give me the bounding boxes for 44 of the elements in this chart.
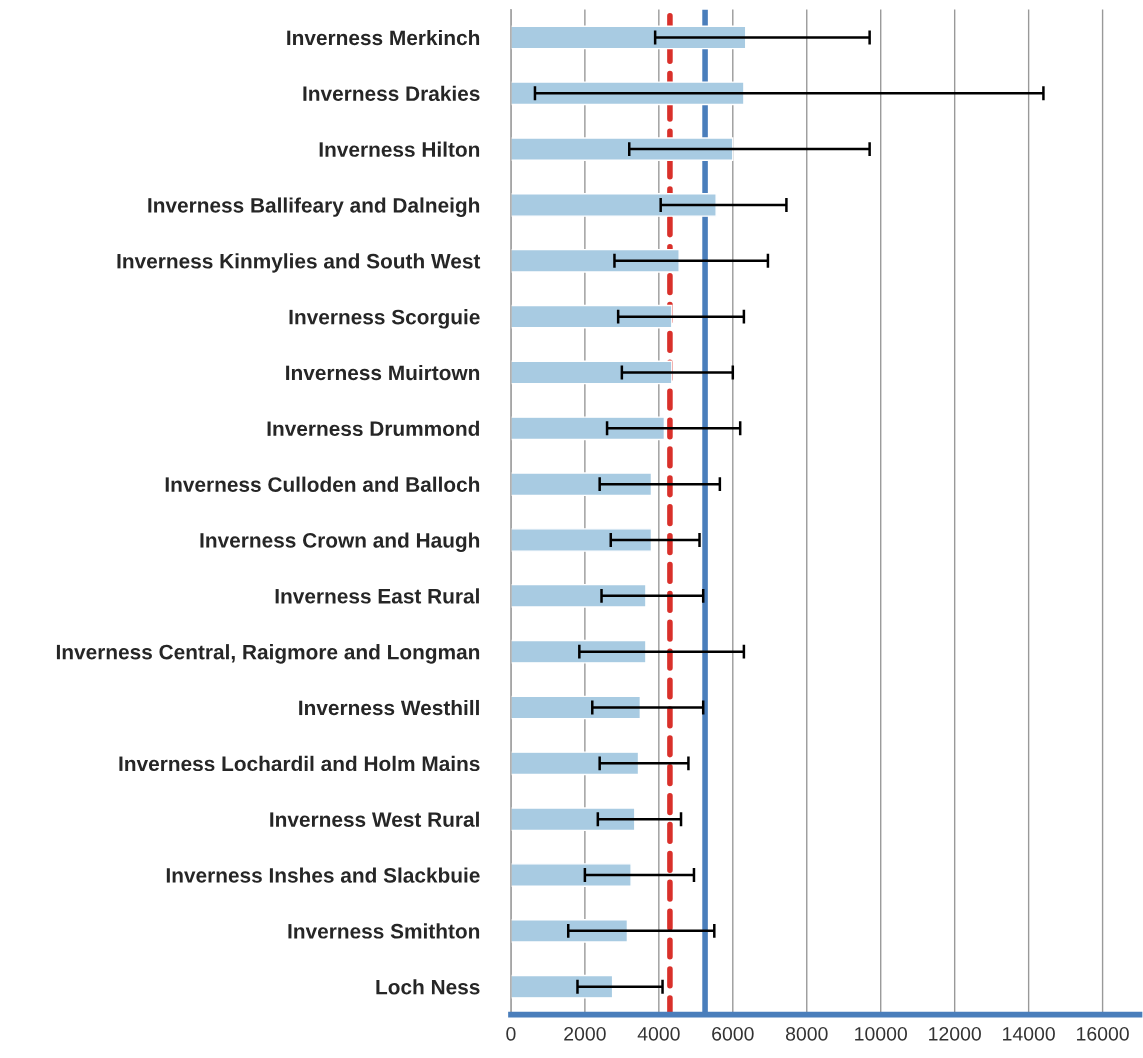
bar — [510, 137, 734, 161]
bar — [510, 25, 747, 50]
y-tick-label: Inverness Smithton — [288, 923, 480, 939]
y-tick-label: Inverness Merkinch — [287, 29, 480, 46]
bar — [510, 583, 647, 608]
x-tick-label: 12000 — [929, 1026, 981, 1041]
bar — [510, 248, 680, 273]
x-tick-label: 0 — [506, 1026, 516, 1041]
bar — [510, 193, 717, 217]
y-tick-label: Inverness Drakies — [303, 85, 480, 102]
y-tick-label: Inverness Ballifeary and Dalneigh — [148, 197, 480, 217]
bar — [510, 695, 642, 720]
bar — [510, 528, 653, 552]
x-tick-label: 4000 — [637, 1026, 680, 1041]
x-tick-label: 14000 — [1003, 1026, 1055, 1041]
y-tick-label: Inverness Crown and Haugh — [200, 532, 480, 552]
x-tick-label: 16000 — [1077, 1026, 1129, 1041]
y-tick-label: Inverness Drummond — [267, 420, 479, 437]
y-tick-label: Inverness Muirtown — [286, 364, 480, 381]
y-tick-label: Inverness Inshes and Slackbuie — [166, 867, 480, 883]
x-tick-label: 10000 — [855, 1026, 907, 1041]
y-tick-label: Inverness Scorguie — [289, 309, 480, 329]
y-tick-label: Inverness Central, Raigmore and Longman — [56, 644, 480, 664]
bar — [510, 919, 629, 943]
y-tick-label: Inverness Hilton — [319, 141, 480, 157]
x-tick-label: 8000 — [785, 1026, 828, 1041]
x-tick-label: 6000 — [712, 1026, 754, 1041]
bar — [510, 974, 614, 999]
bar — [510, 639, 647, 664]
y-tick-label: Inverness Westhill — [299, 699, 479, 716]
bar — [510, 751, 640, 776]
y-tick-label: Loch Ness — [376, 979, 480, 995]
y-tick-label: Inverness Culloden and Balloch — [165, 476, 480, 492]
bar — [510, 360, 673, 385]
bar — [510, 807, 636, 832]
bar — [510, 863, 632, 887]
bar — [510, 304, 673, 329]
y-tick-label: Inverness Lochardil and Holm Mains — [119, 755, 480, 772]
x-tick-label: 2000 — [564, 1026, 606, 1041]
y-tick-label: Inverness East Rural — [275, 588, 479, 604]
y-tick-label: Inverness Kinmylies and South West — [117, 253, 481, 273]
bar — [510, 416, 666, 441]
bar — [510, 472, 653, 497]
y-tick-label: Inverness West Rural — [270, 811, 479, 827]
